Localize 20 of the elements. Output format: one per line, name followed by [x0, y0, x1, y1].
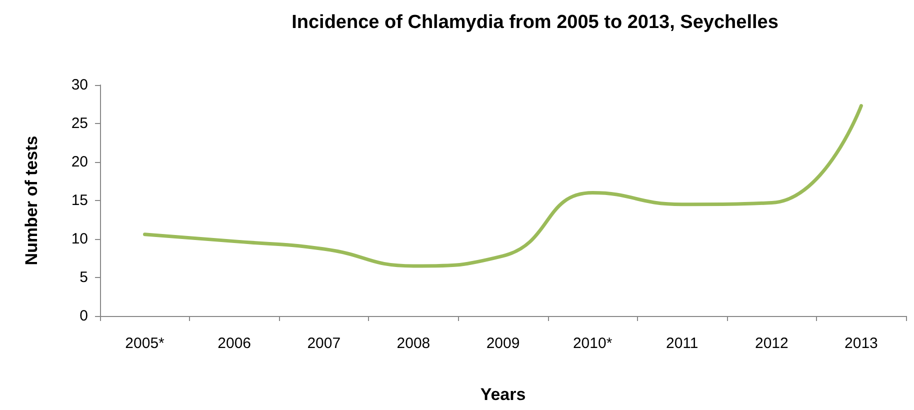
x-tick-label: 2006 — [218, 335, 252, 352]
y-tick-label: 5 — [80, 269, 88, 286]
y-axis-title: Number of tests — [22, 136, 41, 266]
y-tick-label: 25 — [71, 115, 88, 132]
y-tick-label: 30 — [71, 76, 88, 94]
y-tick-label: 0 — [80, 308, 88, 324]
x-tick-label: 2010* — [572, 335, 612, 352]
x-tick-label: 2007 — [307, 335, 341, 352]
y-tick-label: 10 — [71, 230, 88, 248]
x-tick-label: 2011 — [666, 335, 698, 352]
x-tick-label: 2012 — [754, 335, 788, 352]
line-series — [143, 104, 863, 268]
x-axis-title: Years — [480, 385, 526, 404]
y-tick-label: 20 — [71, 154, 88, 170]
chart-title: Incidence of Chlamydia from 2005 to 2013, Seychelles — [292, 12, 778, 33]
x-tick-label: 2009 — [486, 335, 520, 352]
y-tick-label: 15 — [71, 192, 88, 209]
x-tick-label: 2008 — [396, 335, 430, 352]
x-tick-label: 2013 — [844, 335, 878, 352]
x-tick-label: 2005* — [125, 335, 165, 352]
